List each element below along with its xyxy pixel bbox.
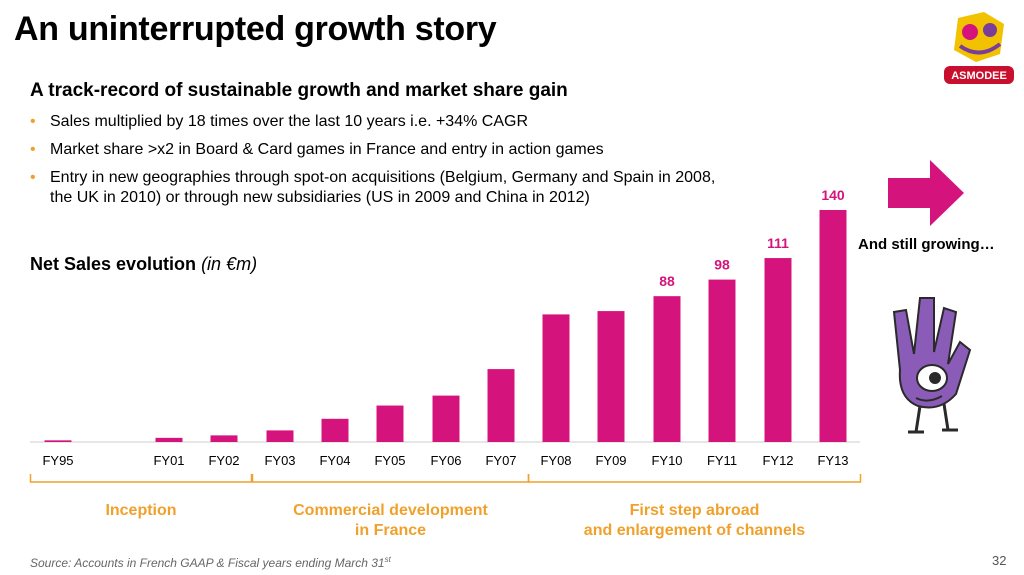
source-superscript: st — [384, 555, 391, 564]
source-note: Source: Accounts in French GAAP & Fiscal… — [30, 555, 391, 570]
x-tick-label: FY06 — [430, 453, 461, 468]
chart-title: Net Sales evolution (in €m) — [30, 254, 257, 275]
bar-fy13 — [819, 210, 847, 442]
mascot-character-icon — [892, 297, 972, 434]
bar-fy95 — [44, 440, 72, 442]
still-growing-text: And still growing… — [858, 236, 995, 253]
x-tick-label: FY01 — [153, 453, 184, 468]
bar-fy12 — [764, 258, 792, 442]
phase-label: First step abroad — [630, 502, 760, 519]
bullet-icon: • — [30, 141, 36, 158]
growth-arrow-icon — [888, 160, 964, 226]
phase-bracket — [527, 474, 862, 483]
data-label: 98 — [714, 257, 730, 273]
logo-text: ASMODEE — [951, 70, 1007, 82]
bar-fy09 — [597, 311, 625, 442]
bullet-text: Sales multiplied by 18 times over the la… — [50, 113, 528, 130]
x-tick-label: FY07 — [485, 453, 516, 468]
bullet-item: • Entry in new geographies through spot-o… — [30, 168, 730, 208]
bullet-item: • Market share >x2 in Board & Card games … — [30, 140, 730, 160]
chart-unit: (in €m) — [201, 254, 258, 274]
x-tick-label: FY95 — [42, 453, 73, 468]
bullet-icon: • — [30, 113, 36, 130]
x-tick-label: FY08 — [540, 453, 571, 468]
bar-fy06 — [432, 395, 460, 442]
x-tick-label: FY05 — [374, 453, 405, 468]
phase-bracket — [251, 474, 530, 483]
x-tick-label: FY02 — [208, 453, 239, 468]
bullet-text: Entry in new geographies through spot-on… — [50, 169, 716, 206]
source-text: Source: Accounts in French GAAP & Fiscal… — [30, 556, 385, 570]
slide-subtitle: A track-record of sustainable growth and… — [30, 80, 568, 101]
x-tick-label: FY09 — [595, 453, 626, 468]
bar-fy03 — [266, 430, 294, 442]
phase-label: Inception — [105, 502, 176, 519]
data-label: 88 — [659, 273, 675, 289]
bar-fy11 — [708, 279, 736, 442]
bullet-item: • Sales multiplied by 18 times over the l… — [30, 112, 730, 132]
phase-label: and enlargement of channels — [584, 522, 805, 539]
data-label: 140 — [821, 187, 845, 203]
bullet-list: • Sales multiplied by 18 times over the l… — [30, 112, 730, 216]
bullet-icon: • — [30, 169, 36, 186]
phase-bracket — [29, 474, 253, 483]
bar-fy01 — [155, 437, 183, 442]
bar-fy07 — [487, 369, 515, 442]
x-tick-label: FY03 — [264, 453, 295, 468]
x-tick-label: FY10 — [651, 453, 682, 468]
asmodee-logo: ASMODEE — [944, 12, 1014, 84]
x-tick-label: FY13 — [817, 453, 848, 468]
phase-label: in France — [355, 522, 426, 539]
data-label: 111 — [767, 235, 789, 251]
x-tick-label: FY12 — [762, 453, 793, 468]
chart-title-text: Net Sales evolution — [30, 254, 197, 274]
slide-title: An uninterrupted growth story — [14, 10, 497, 48]
x-tick-label: FY04 — [319, 453, 350, 468]
bar-fy02 — [210, 435, 238, 442]
bar-fy10 — [653, 296, 681, 442]
phase-label: Commercial development — [293, 502, 488, 519]
page-number: 32 — [992, 553, 1007, 568]
bar-fy05 — [376, 405, 404, 442]
x-tick-label: FY11 — [707, 453, 737, 468]
bar-fy08 — [542, 314, 570, 442]
bar-fy04 — [321, 418, 349, 442]
bullet-text: Market share >x2 in Board & Card games i… — [50, 141, 604, 158]
